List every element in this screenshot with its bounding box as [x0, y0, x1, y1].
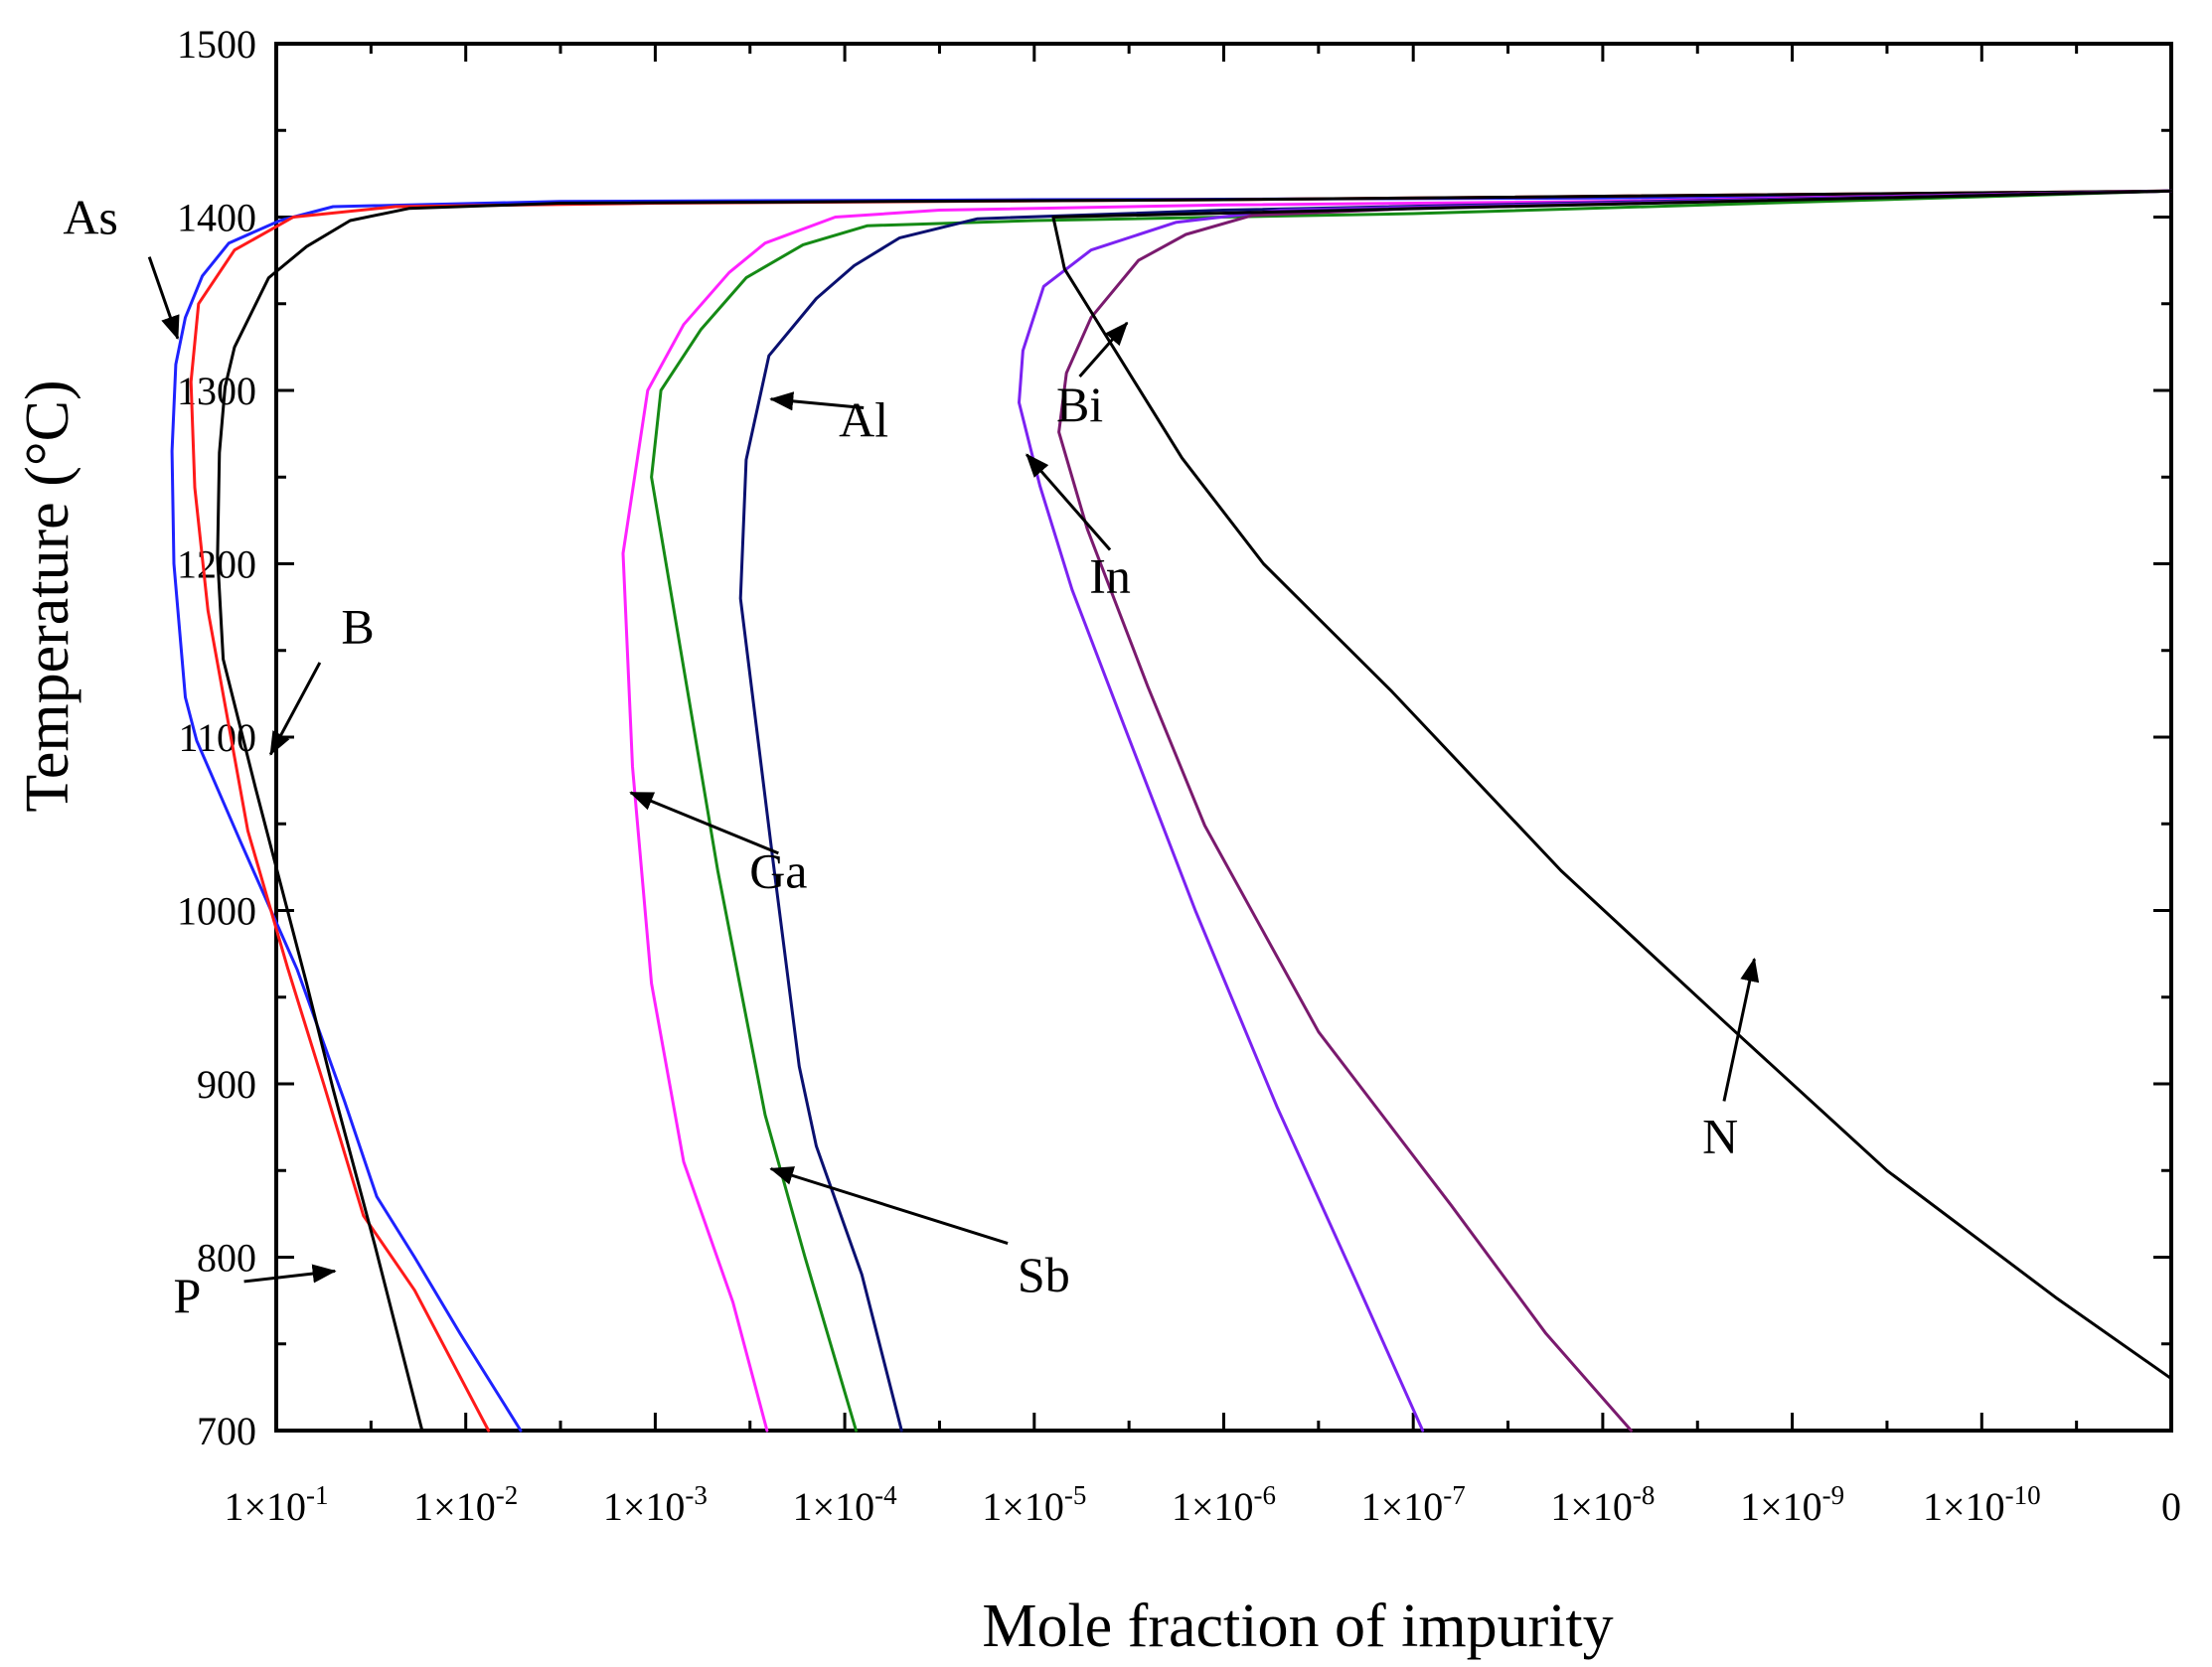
annotation-label-In: In: [1089, 548, 1131, 604]
y-tick-label: 1400: [177, 196, 256, 240]
y-tick-label: 1300: [177, 369, 256, 413]
x-tick-label: 1×10-1: [224, 1480, 328, 1529]
annotation-label-P: P: [173, 1268, 201, 1323]
series-P-line: [216, 189, 2173, 1433]
series-Bi-line: [1057, 189, 2173, 1433]
annotation-arrow-In: [1026, 453, 1112, 551]
y-tick-label: 700: [197, 1409, 256, 1453]
x-tick-label: 1×10-6: [1172, 1480, 1276, 1529]
x-tick-label: 1×10-5: [982, 1480, 1086, 1529]
annotation-arrow-Bi: [1078, 321, 1129, 379]
annotation-label-Al: Al: [839, 392, 888, 448]
x-tick-label: 1×10-10: [1923, 1480, 2041, 1529]
annotation-label-B: B: [341, 598, 374, 654]
annotation-arrow-B: [268, 662, 322, 756]
annotation-arrow-Sb: [769, 1166, 1009, 1245]
x-axis-title: Mole fraction of impurity: [982, 1592, 1613, 1660]
annotation-layer: As B P Ga Sb Al In Bi N: [63, 190, 1760, 1323]
annotation-label-N: N: [1702, 1108, 1738, 1163]
series-Sb-line: [650, 189, 2173, 1433]
x-tick-label: 1×10-7: [1361, 1480, 1466, 1529]
annotation-label-Sb: Sb: [1018, 1247, 1070, 1302]
x-tick-label: 0: [2161, 1484, 2181, 1529]
x-tick-label: 1×10-2: [413, 1480, 518, 1529]
annotation-label-Ga: Ga: [749, 842, 807, 898]
annotation-arrow-P: [243, 1264, 337, 1284]
series-In-line: [1018, 189, 2173, 1433]
series-B-line: [189, 189, 2173, 1433]
y-tick-label: 900: [197, 1062, 256, 1107]
y-tick-label: 1500: [177, 22, 256, 67]
series-As-line: [170, 189, 2173, 1433]
y-tick-label: 800: [197, 1236, 256, 1281]
series-layer: [170, 189, 2173, 1433]
y-axis-title: Temperature (°C): [14, 379, 81, 812]
annotation-label-Bi: Bi: [1056, 377, 1103, 432]
y-tick-label: 1000: [177, 889, 256, 934]
x-tick-label: 1×10-4: [793, 1480, 898, 1529]
series-Al-line: [738, 189, 2173, 1433]
series-Ga-line: [621, 189, 2173, 1433]
x-tick-label: 1×10-9: [1740, 1480, 1844, 1529]
x-tick-label: 1×10-8: [1550, 1480, 1655, 1529]
annotation-label-As: As: [63, 190, 118, 245]
series-N-line: [1051, 189, 2173, 1381]
annotation-arrow-Al: [769, 391, 865, 411]
annotation-arrow-N: [1722, 957, 1760, 1102]
annotation-arrow-Ga: [629, 791, 779, 855]
annotation-arrow-As: [147, 256, 180, 341]
x-tick-label: 1×10-3: [603, 1480, 708, 1529]
plot-frame: [274, 42, 2173, 1433]
y-tick-label: 1100: [178, 715, 256, 760]
